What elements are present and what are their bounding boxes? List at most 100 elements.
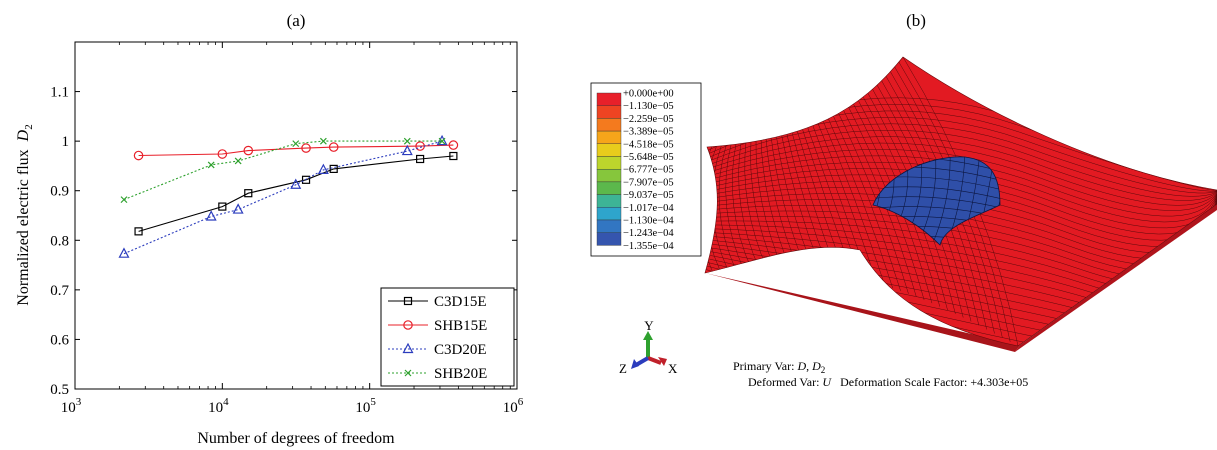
legend: C3D15E SHB15E C3D20E SHB20E — [380, 287, 515, 387]
series-shb15e — [133, 140, 459, 161]
mesh-line — [706, 136, 1217, 201]
color-legend-value: −7.907e−05 — [623, 177, 674, 188]
series-c3d15e-marker — [134, 227, 143, 236]
primary-var-prefix: Primary Var: — [733, 359, 797, 373]
legend-label: C3D15E — [434, 294, 487, 310]
primary-var-sep: , — [806, 359, 812, 373]
mesh-line — [824, 110, 894, 289]
dome-line — [929, 156, 951, 245]
series-c3d15e-marker — [218, 202, 227, 211]
color-legend-swatch — [596, 207, 622, 221]
mesh-side-face — [705, 273, 1020, 352]
y-tick-label: 1 — [62, 134, 70, 150]
color-legend-swatch — [596, 219, 622, 233]
deformed-mesh — [704, 56, 1217, 352]
series-c3d15e-marker — [244, 189, 253, 198]
mesh-line — [706, 123, 1217, 194]
series-c3d15e-marker — [329, 164, 338, 174]
series-shb15e-marker — [301, 143, 311, 153]
color-legend-swatch — [596, 181, 622, 195]
color-legend-value: −1.130e−04 — [623, 216, 674, 227]
mesh-line — [706, 155, 1217, 217]
color-legend-swatch — [596, 130, 622, 145]
legend-entry-shb15e: SHB15E — [388, 318, 487, 334]
color-legend-value: −1.243e−04 — [623, 228, 674, 239]
series-shb15e-line — [138, 144, 454, 157]
color-legend-swatch — [596, 105, 622, 119]
legend-marker — [403, 320, 413, 330]
legend-label: SHB15E — [434, 318, 487, 334]
mesh-line — [814, 115, 878, 284]
triad-y-label: Y — [644, 318, 654, 333]
color-legend-value: −5.648e−05 — [623, 152, 674, 163]
series-c3d20e-marker — [401, 144, 413, 156]
series-c3d20e-marker — [317, 163, 329, 174]
color-legend-value: −1.130e−05 — [623, 101, 674, 112]
primary-var-caption: Primary Var: D, D2 — [733, 359, 825, 375]
color-legend-swatch — [596, 168, 622, 183]
series-c3d20e-marker — [118, 247, 130, 258]
legend-marker — [404, 369, 412, 377]
y-tick-label: 1.1 — [50, 85, 69, 101]
triad-x-label: X — [668, 361, 678, 376]
series-c3d15e-marker — [301, 175, 311, 184]
panel-a-chart: (a) 0.5 0.6 0.7 0.8 0.9 1 1.1 103 104 105 106 Numb… — [15, 11, 524, 447]
mesh-line — [718, 143, 737, 272]
series-shb15e-marker — [448, 140, 459, 150]
series-c3d15e-marker — [416, 154, 425, 164]
mesh-line — [706, 161, 1217, 223]
mesh-line — [706, 130, 1217, 197]
y-axis-title-text: Normalized electric flux — [15, 149, 32, 305]
deformed-var-caption: Deformed Var: U Deformation Scale Factor… — [733, 375, 1037, 389]
mesh-line — [819, 112, 886, 286]
x-tick-label: 103 — [61, 396, 82, 416]
legend-box — [380, 287, 515, 387]
series-shb15e-marker — [133, 150, 144, 161]
primary-var-d2: D — [811, 359, 821, 373]
series-c3d20e — [118, 134, 448, 258]
series-c3d20e-marker — [205, 210, 217, 221]
series-c3d15e — [134, 151, 458, 236]
panel-b-label: (b) — [906, 11, 926, 30]
y-tick-label: 0.9 — [50, 184, 69, 200]
series-shb20e-marker — [234, 157, 242, 165]
deformed-var-suffix: Deformation Scale Factor: +4.303e+05 — [831, 375, 1028, 389]
y-tick-label: 0.8 — [50, 233, 69, 249]
color-legend-swatch — [596, 156, 622, 170]
legend-marker — [402, 342, 414, 354]
primary-var-d: D — [796, 359, 806, 373]
color-legend-value: −3.389e−05 — [623, 127, 674, 138]
legend-label: SHB20E — [434, 366, 487, 382]
color-legend-swatch — [596, 118, 622, 132]
series-c3d15e-marker — [449, 151, 458, 161]
panel-a-label: (a) — [287, 11, 306, 30]
series-shb20e-marker — [292, 140, 300, 148]
mesh-right-side-face — [1015, 204, 1217, 352]
series-shb15e-marker — [243, 145, 254, 156]
series-shb20e-line — [123, 140, 443, 201]
color-legend-swatch — [596, 232, 622, 246]
series-c3d20e-marker — [436, 134, 448, 146]
series-layer — [118, 134, 459, 258]
color-legend-value: +0.000e+00 — [623, 89, 674, 100]
y-tick-label: 0.7 — [50, 283, 69, 299]
mesh-line — [750, 138, 776, 271]
series-c3d20e-line — [123, 140, 443, 255]
deformed-var-symbol: U — [822, 375, 832, 389]
color-legend-value: −2.259e−05 — [623, 114, 674, 125]
mesh-line — [706, 142, 1217, 206]
legend-entry-c3d15e: C3D15E — [388, 294, 487, 310]
y-tick-label: 0.6 — [50, 332, 69, 348]
legend-entry-c3d20e: C3D20E — [388, 342, 487, 358]
mesh-line — [829, 107, 901, 291]
x-tick-label: 106 — [503, 396, 524, 416]
x-tick-label: 105 — [355, 396, 376, 416]
series-shb20e-marker — [403, 137, 411, 145]
color-legend-swatch — [596, 92, 622, 106]
color-legend-value: −4.518e−05 — [623, 139, 674, 150]
color-legend-swatch — [596, 143, 622, 157]
series-c3d20e-marker — [290, 178, 302, 189]
mesh-line — [738, 140, 761, 271]
color-legend-value: −9.037e−05 — [623, 190, 674, 201]
x-tick-label: 104 — [208, 396, 229, 416]
